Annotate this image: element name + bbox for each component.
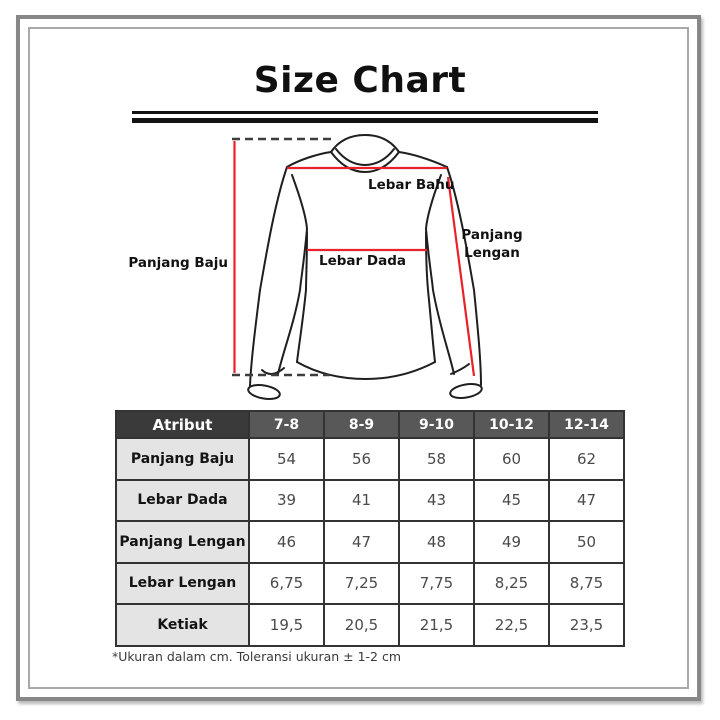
size-value: 50	[548, 520, 625, 564]
table-row-lebar-dada: Lebar Dada 39 41 43 45 47	[115, 478, 625, 522]
size-value: 62	[548, 437, 625, 481]
left-sleeve-outer	[249, 166, 288, 387]
left-cuff-seam	[261, 367, 285, 375]
dashed-guide-lines	[232, 137, 333, 377]
size-value: 7,75	[398, 561, 475, 605]
size-value: 23,5	[548, 603, 625, 647]
left-body-side	[296, 231, 308, 363]
size-value: 60	[473, 437, 550, 481]
size-value: 43	[398, 478, 475, 522]
size-value: 22,5	[473, 603, 550, 647]
label-panjang-lengan: Panjang Lengan	[455, 226, 529, 262]
right-cuff	[449, 383, 483, 399]
left-cuff	[247, 384, 281, 400]
outer-frame-border	[16, 15, 701, 701]
left-sleeve-inner	[277, 228, 308, 375]
size-table: Atribut 7-8 8-9 9-10 10-12 12-14 Panjang…	[115, 410, 625, 647]
right-body-side	[425, 231, 436, 363]
size-value: 21,5	[398, 603, 475, 647]
row-label: Ketiak	[115, 603, 250, 647]
left-shoulder-line	[286, 151, 332, 168]
row-label: Panjang Lengan	[115, 520, 250, 564]
col-header-size-3: 9-10	[398, 410, 475, 439]
table-row-lebar-lengan: Lebar Lengan 6,75 7,25 7,75 8,25 8,75	[115, 561, 625, 605]
size-tolerance-footnote: *Ukuran dalam cm. Toleransi ukuran ± 1-2…	[112, 649, 402, 664]
panjang-lengan-line	[446, 176, 476, 377]
row-label: Lebar Lengan	[115, 561, 250, 605]
table-row-panjang-baju: Panjang Baju 54 56 58 60 62	[115, 437, 625, 481]
col-header-size-5: 12-14	[548, 410, 625, 439]
collar-neck-opening	[330, 151, 400, 174]
right-cuff-seam	[450, 363, 470, 375]
page-title: Size Chart	[253, 60, 467, 101]
size-value: 48	[398, 520, 475, 564]
size-value: 49	[473, 520, 550, 564]
label-lebar-bahu: Lebar Bahu	[368, 177, 455, 193]
row-label: Panjang Baju	[115, 437, 250, 481]
size-value: 39	[248, 478, 325, 522]
header-row: Atribut 7-8 8-9 9-10 10-12 12-14	[115, 410, 625, 439]
shirt-outline	[247, 133, 483, 400]
col-header-size-1: 7-8	[248, 410, 325, 439]
size-value: 8,75	[548, 561, 625, 605]
right-sleeve-inner	[425, 228, 455, 375]
size-value: 7,25	[323, 561, 400, 605]
label-lebar-dada: Lebar Dada	[319, 253, 406, 269]
measurement-lines	[233, 141, 476, 377]
title-rule-thin	[132, 111, 598, 114]
size-value: 46	[248, 520, 325, 564]
size-table-header: Atribut 7-8 8-9 9-10 10-12 12-14	[115, 410, 625, 439]
collar-band-curve	[335, 148, 395, 167]
size-value: 56	[323, 437, 400, 481]
size-value: 41	[323, 478, 400, 522]
size-value: 45	[473, 478, 550, 522]
col-header-size-2: 8-9	[323, 410, 400, 439]
col-header-atribut: Atribut	[115, 410, 250, 439]
size-value: 19,5	[248, 603, 325, 647]
right-armpit-seam	[425, 174, 442, 230]
hem-curve	[296, 361, 436, 381]
inner-frame-border	[28, 27, 689, 689]
col-header-size-4: 10-12	[473, 410, 550, 439]
size-value: 20,5	[323, 603, 400, 647]
title-rule-thick	[132, 118, 598, 123]
size-value: 8,25	[473, 561, 550, 605]
label-panjang-lengan-line1: Panjang	[461, 227, 523, 243]
size-value: 6,75	[248, 561, 325, 605]
size-value: 54	[248, 437, 325, 481]
row-label: Lebar Dada	[115, 478, 250, 522]
label-panjang-lengan-line2: Lengan	[464, 245, 520, 262]
right-shoulder-line	[398, 151, 448, 168]
collar-outer-arc	[330, 133, 400, 153]
left-armpit-seam	[291, 174, 308, 230]
size-value: 58	[398, 437, 475, 481]
table-row-panjang-lengan: Panjang Lengan 46 47 48 49 50	[115, 520, 625, 564]
size-value: 47	[323, 520, 400, 564]
size-value: 47	[548, 478, 625, 522]
right-sleeve-outer	[446, 166, 482, 386]
label-panjang-baju: Panjang Baju	[128, 255, 228, 271]
table-row-ketiak: Ketiak 19,5 20,5 21,5 22,5 23,5	[115, 603, 625, 647]
size-table-body: Panjang Baju 54 56 58 60 62 Lebar Dada 3…	[115, 437, 625, 647]
